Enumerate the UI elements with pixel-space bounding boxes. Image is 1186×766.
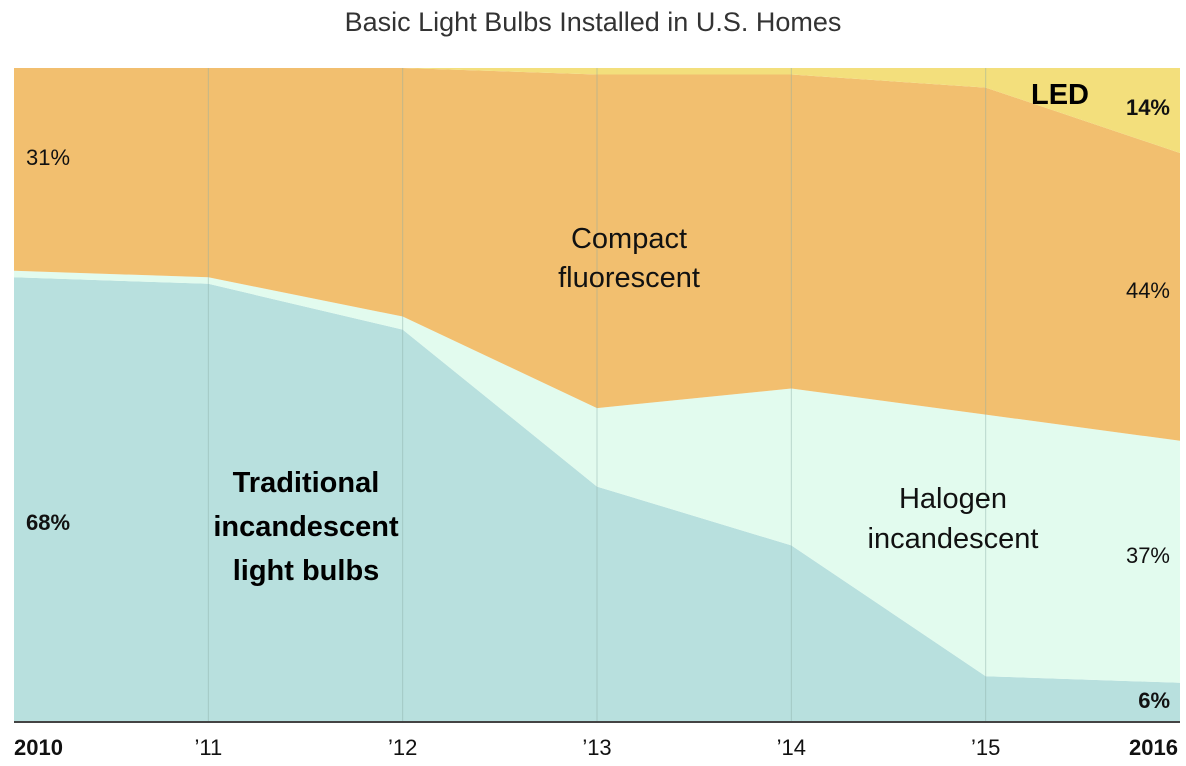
area-label-line: LED — [1031, 79, 1089, 111]
data-label-right-halogen: 37% — [1126, 543, 1170, 568]
x-tick-label: ’12 — [388, 735, 417, 760]
area-label-line: incandescent — [868, 523, 1039, 555]
area-label-led: LED — [1031, 79, 1089, 111]
x-tick-label: ’13 — [582, 735, 611, 760]
x-tick-label: 2016 — [1129, 735, 1178, 760]
area-cfl — [14, 68, 1180, 441]
area-led — [14, 68, 1180, 153]
area-label-line: Compact — [571, 223, 687, 255]
chart-title: Basic Light Bulbs Installed in U.S. Home… — [345, 7, 842, 37]
area-label-line: incandescent — [213, 511, 399, 543]
area-label-traditional: Traditional incandescent light bulbs — [213, 467, 399, 587]
data-label-left-cfl: 31% — [26, 145, 70, 170]
area-label-halogen: Halogen incandescent — [868, 483, 1039, 555]
x-tick-label: ’14 — [777, 735, 806, 760]
area-labels: Traditional incandescent light bulbs Haloge… — [213, 79, 1089, 587]
area-label-line: Halogen — [899, 483, 1007, 515]
area-halogen — [14, 270, 1180, 683]
data-labels: 31% 68% 14% 44% 37% 6% — [26, 95, 1170, 713]
area-label-line: fluorescent — [558, 262, 700, 294]
area-series-group — [14, 68, 1180, 722]
x-tick-label: ’15 — [971, 735, 1000, 760]
area-label-cfl: Compact fluorescent — [558, 223, 700, 294]
data-label-right-led: 14% — [1126, 95, 1170, 120]
x-tick-label: ’11 — [194, 735, 222, 760]
x-axis-tick-labels: 2010 ’11 ’12 ’13 ’14 ’15 2016 — [14, 735, 1178, 760]
area-label-line: Traditional — [233, 467, 380, 499]
data-label-right-traditional: 6% — [1138, 688, 1170, 713]
area-label-line: light bulbs — [233, 555, 380, 587]
vertical-gridlines — [207, 68, 987, 722]
x-tick-label: 2010 — [14, 735, 63, 760]
area-traditional — [14, 277, 1180, 722]
data-label-left-traditional: 68% — [26, 510, 70, 535]
data-label-right-cfl: 44% — [1126, 278, 1170, 303]
